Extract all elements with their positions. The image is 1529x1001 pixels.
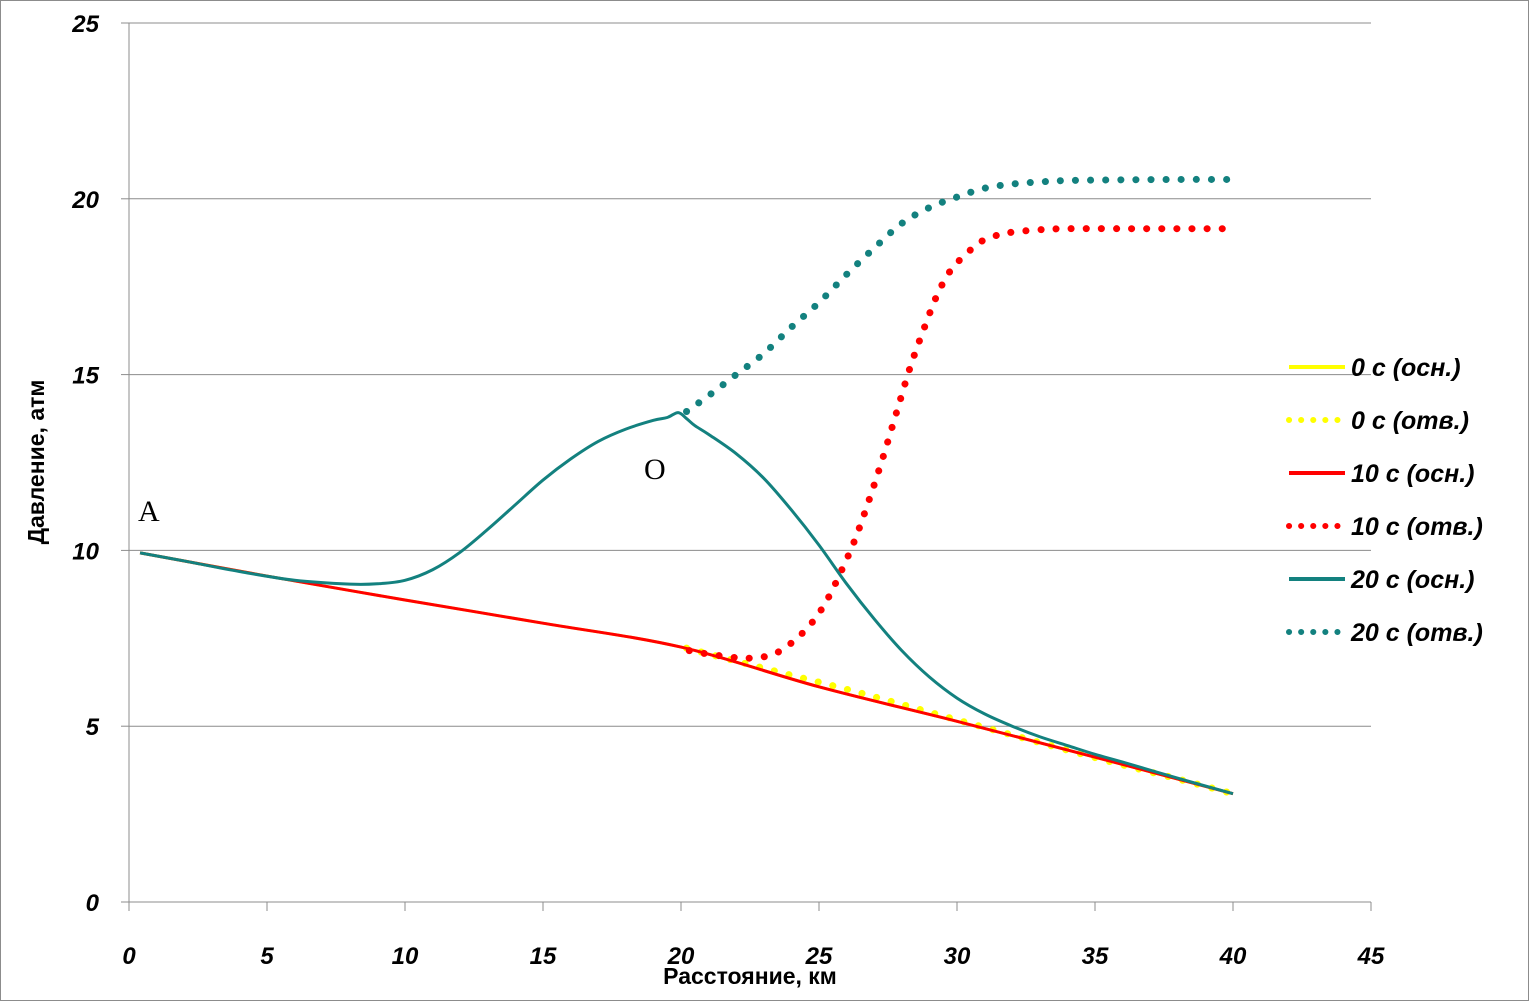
y-axis-title: Давление, атм bbox=[23, 380, 49, 545]
x-tick-label: 10 bbox=[392, 943, 419, 970]
x-tick-label: 40 bbox=[1219, 943, 1247, 970]
y-tick-label: 20 bbox=[71, 187, 99, 214]
y-tick-label: 5 bbox=[86, 714, 100, 741]
x-tick-label: 20 bbox=[667, 943, 695, 970]
series-line-4 bbox=[139, 411, 1234, 796]
legend-label-4: 20 с (осн.) bbox=[1350, 566, 1474, 594]
y-tick-label: 0 bbox=[86, 890, 100, 917]
annotation-o: O bbox=[644, 453, 666, 486]
legend-label-5: 20 с (отв.) bbox=[1350, 619, 1483, 647]
legend-label-2: 10 с (осн.) bbox=[1351, 460, 1474, 488]
legend-label-1: 0 с (отв.) bbox=[1351, 407, 1469, 435]
legend-label-0: 0 с (осн.) bbox=[1351, 354, 1461, 382]
series-lines bbox=[139, 175, 1237, 798]
x-tick-label: 30 bbox=[944, 943, 971, 970]
y-tick-label: 25 bbox=[71, 11, 99, 38]
x-axis-title: Расстояние, км bbox=[663, 963, 837, 989]
tick-labels: 0 5 10 15 20 25 0 5 10 15 20 25 30 35 40 45 bbox=[71, 11, 1385, 970]
series-line-0 bbox=[139, 551, 1234, 796]
x-tick-label: 45 bbox=[1357, 943, 1385, 970]
axes bbox=[121, 22, 1372, 911]
x-tick-label: 15 bbox=[530, 943, 557, 970]
legend-label-3: 10 с (отв.) bbox=[1351, 513, 1483, 541]
series-line-3 bbox=[685, 225, 1237, 662]
x-tick-label: 25 bbox=[805, 943, 833, 970]
series-line-5 bbox=[683, 175, 1237, 416]
x-tick-label: 5 bbox=[260, 943, 274, 970]
legend: 0 с (осн.) 0 с (отв.) 10 с (осн.) 10 с (отв… bbox=[1286, 354, 1483, 647]
grid-lines bbox=[129, 22, 1371, 727]
annotation-a: A bbox=[138, 495, 160, 528]
y-tick-label: 10 bbox=[72, 538, 99, 565]
x-tick-label: 35 bbox=[1082, 943, 1109, 970]
x-tick-label: 0 bbox=[122, 943, 136, 970]
series-line-2 bbox=[139, 551, 1234, 796]
y-tick-label: 15 bbox=[72, 363, 99, 390]
